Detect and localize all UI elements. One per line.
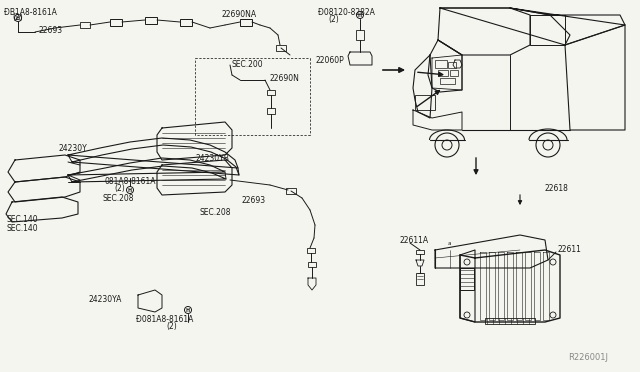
Bar — [416, 250, 424, 254]
Text: 22611A: 22611A — [400, 235, 429, 244]
Bar — [240, 19, 252, 26]
Text: H: H — [128, 187, 132, 192]
Text: SEC.140: SEC.140 — [6, 215, 38, 224]
Bar — [267, 108, 275, 114]
Text: ÐB1A8-8161A: ÐB1A8-8161A — [4, 7, 57, 16]
Bar — [286, 188, 296, 194]
Bar — [435, 60, 447, 68]
Bar — [460, 268, 474, 290]
Text: 22060P: 22060P — [316, 55, 345, 64]
Text: H: H — [186, 308, 190, 312]
Bar — [416, 273, 424, 285]
Text: 22693: 22693 — [38, 26, 62, 35]
Text: Ð081A8-8161A: Ð081A8-8161A — [136, 315, 194, 324]
Text: (2): (2) — [328, 15, 339, 23]
Text: 22693: 22693 — [242, 196, 266, 205]
Bar — [440, 78, 455, 84]
Text: 24230Y: 24230Y — [58, 144, 87, 153]
Text: SEC.208: SEC.208 — [102, 193, 134, 202]
Text: 22690N: 22690N — [270, 74, 300, 83]
Text: (2): (2) — [166, 323, 177, 331]
Text: (2): (2) — [12, 13, 23, 22]
Bar — [485, 318, 535, 324]
Text: a: a — [448, 241, 451, 246]
Bar — [308, 262, 316, 267]
Text: R226001J: R226001J — [568, 353, 608, 362]
Bar — [307, 248, 315, 253]
Text: Ð08120-8282A: Ð08120-8282A — [318, 7, 375, 16]
Text: 24230YB: 24230YB — [196, 154, 230, 163]
Text: H: H — [16, 16, 20, 20]
Bar — [448, 62, 456, 68]
Text: 22690NA: 22690NA — [222, 10, 257, 19]
Text: 081A8-8161A: 081A8-8161A — [104, 176, 156, 186]
Bar — [145, 17, 157, 24]
Text: SEC.200: SEC.200 — [232, 60, 264, 68]
Bar — [110, 19, 122, 26]
Text: SEC.140: SEC.140 — [6, 224, 38, 232]
Bar — [415, 95, 435, 110]
Bar — [276, 45, 286, 51]
Text: 22611: 22611 — [558, 246, 582, 254]
Bar — [180, 19, 192, 26]
Bar — [80, 22, 90, 28]
Bar — [356, 30, 364, 40]
Text: SEC.208: SEC.208 — [200, 208, 232, 217]
Bar — [450, 70, 458, 76]
Text: (2): (2) — [114, 183, 125, 192]
Bar — [267, 90, 275, 95]
Bar — [438, 70, 448, 76]
Text: H: H — [358, 13, 362, 17]
Text: 22618: 22618 — [545, 183, 569, 192]
Text: 24230YA: 24230YA — [88, 295, 122, 305]
